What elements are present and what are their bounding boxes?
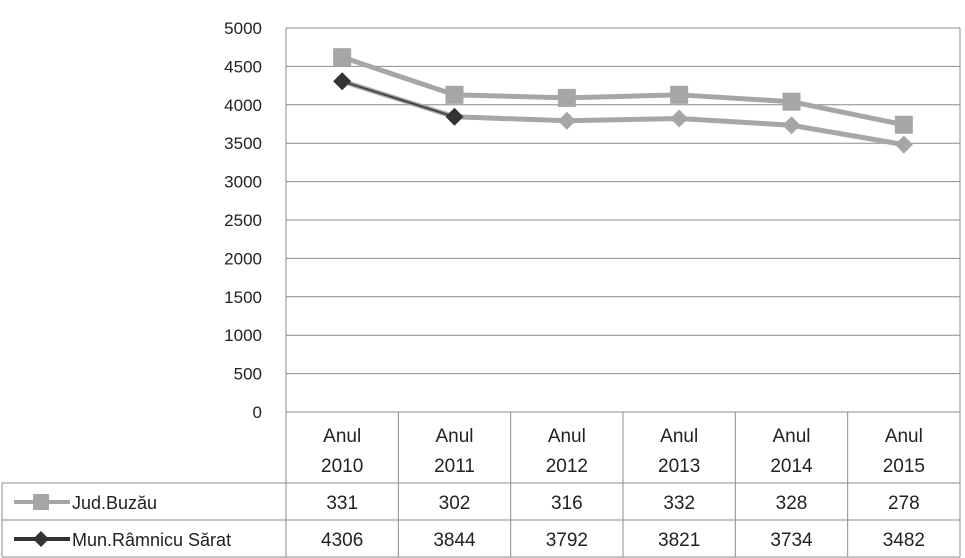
- y-tick-label: 4000: [224, 96, 262, 115]
- legend-label: Mun.Râmnicu Sărat: [72, 530, 231, 550]
- data-point-diamond: [333, 72, 352, 91]
- data-point-square: [894, 115, 913, 134]
- x-category-label: Anul: [885, 426, 923, 447]
- table-cell-value: 3792: [546, 530, 588, 551]
- data-table: Anul 2010 Anul 2011 Anul 2012 Anul 2013 Anul 2014…: [1, 412, 960, 558]
- x-category-label: 2013: [658, 456, 700, 477]
- table-cell-value: 3482: [883, 530, 925, 551]
- x-category-label: 2014: [770, 456, 813, 477]
- y-tick-label: 3500: [224, 134, 262, 153]
- table-cell-value: 332: [663, 493, 695, 514]
- table-cell-value: 3734: [770, 530, 813, 551]
- y-tick-label: 4500: [224, 57, 262, 76]
- table-cell-value: 331: [326, 493, 358, 514]
- y-tick-label: 1000: [224, 326, 262, 345]
- data-point-square: [670, 85, 689, 104]
- x-category-label: Anul: [548, 426, 586, 447]
- data-point-square: [557, 88, 576, 107]
- table-cell-value: 328: [776, 493, 808, 514]
- y-tick-label: 3000: [224, 173, 262, 192]
- y-tick-label: 2500: [224, 211, 262, 230]
- data-point-diamond: [670, 109, 689, 128]
- legend-diamond-marker: [33, 531, 49, 547]
- data-point-square: [445, 85, 464, 104]
- series-line: [341, 54, 905, 128]
- y-tick-label: 500: [234, 365, 262, 384]
- legend-square-marker: [33, 494, 49, 510]
- x-category-label: Anul: [660, 426, 698, 447]
- data-point-diamond: [894, 135, 913, 154]
- y-axis: 0 500 1000 1500 2000 2500 3000 3500 4000 4500 5000: [224, 19, 287, 557]
- data-point-diamond: [782, 116, 801, 135]
- table-cell-value: 3821: [658, 530, 700, 551]
- legend-label: Jud.Buzău: [72, 493, 157, 513]
- y-tick-label: 2000: [224, 249, 262, 268]
- table-cell-value: 3844: [433, 530, 476, 551]
- data-point-square: [333, 48, 352, 67]
- x-category-label: Anul: [435, 426, 473, 447]
- table-cell-value: 4306: [321, 530, 363, 551]
- series-line: [341, 78, 905, 148]
- x-category-label: 2012: [546, 456, 588, 477]
- data-point-diamond: [557, 111, 576, 130]
- table-cell-value: 278: [888, 493, 920, 514]
- table-cell-value: 316: [551, 493, 583, 514]
- y-tick-label: 5000: [224, 19, 262, 38]
- data-point-square: [782, 92, 801, 111]
- series-line-overlay: [341, 80, 455, 118]
- x-category-label: Anul: [323, 426, 361, 447]
- gridlines: [286, 27, 961, 557]
- x-category-label: 2011: [434, 456, 475, 477]
- y-tick-label: 0: [253, 403, 262, 422]
- data-point-diamond: [445, 107, 464, 126]
- x-category-label: 2015: [883, 456, 925, 477]
- table-cell-value: 302: [439, 493, 471, 514]
- y-tick-label: 1500: [224, 288, 262, 307]
- x-category-label: 2010: [321, 456, 363, 477]
- x-category-label: Anul: [772, 426, 810, 447]
- series-layer: [333, 48, 913, 154]
